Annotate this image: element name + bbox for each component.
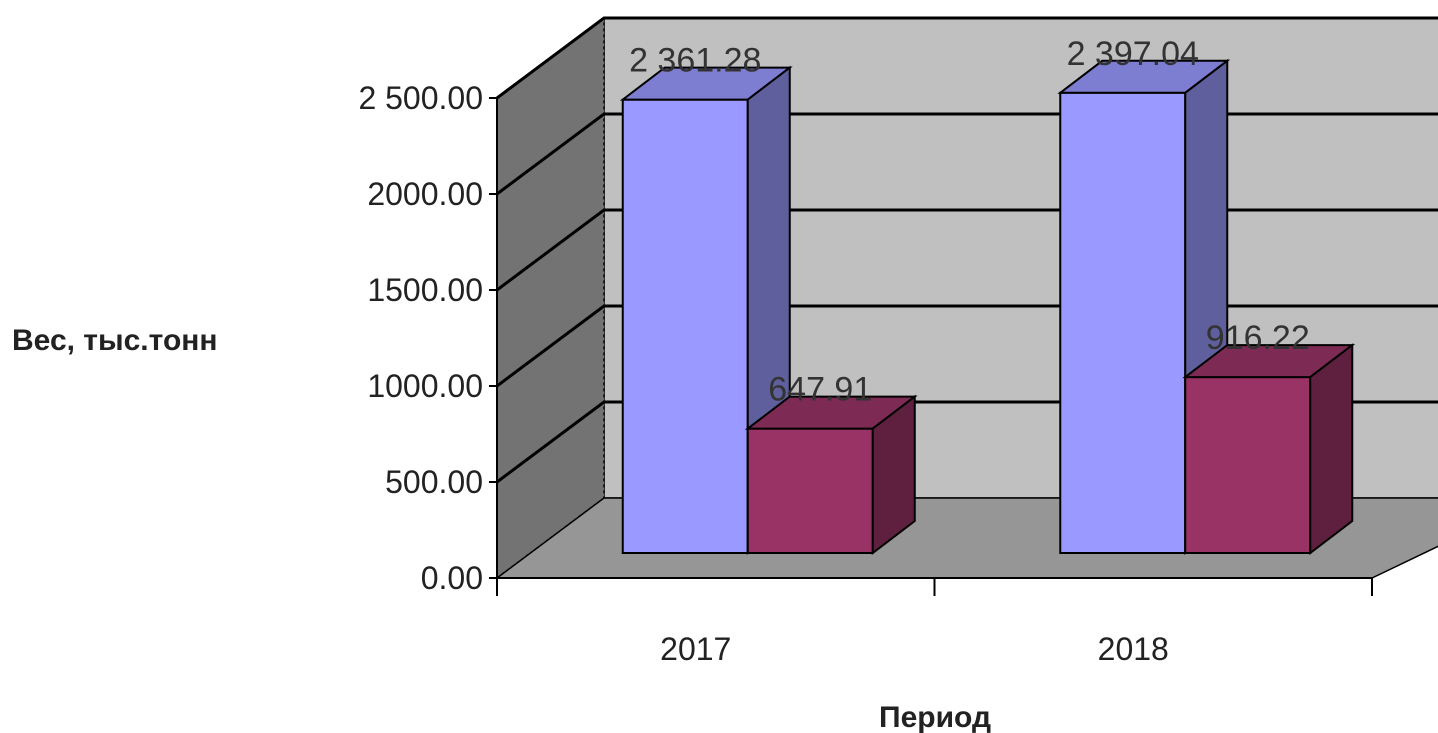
bar-side: [1309, 343, 1354, 556]
data-label: 916.22: [1206, 319, 1310, 357]
x-tick-label: 2017: [660, 631, 731, 667]
x-tick-labels: 2017 2018: [660, 631, 1169, 667]
bars: [619, 58, 1356, 556]
x-axis-title: Период: [879, 701, 991, 733]
bar-front: [746, 427, 874, 555]
y-tick-labels: 0.00 500.00 1000.00 1500.00 2000.00 2 500.00: [358, 80, 483, 596]
bar-front: [1184, 376, 1312, 554]
data-label: 647.91: [768, 371, 872, 409]
y-tick-label: 500.00: [385, 464, 483, 500]
y-tick-label: 2000.00: [367, 176, 483, 212]
side-wall: [496, 16, 605, 580]
x-tick-label: 2018: [1098, 631, 1169, 667]
y-axis-title: Вес, тыс.тонн: [12, 324, 218, 357]
y-tick-label: 2 500.00: [358, 80, 483, 116]
bar: [1182, 343, 1356, 556]
y-tick-label: 1000.00: [367, 368, 483, 404]
data-labels: 2 361.28 647.91 2 397.04 916.22: [629, 35, 1310, 409]
bar-front: [621, 98, 749, 554]
bar: [744, 394, 918, 556]
y-tick-label: 1500.00: [367, 272, 483, 308]
gridline: [496, 16, 1438, 100]
bar-front: [1059, 91, 1187, 555]
y-tick-label: 0.00: [421, 560, 483, 596]
data-label: 2 361.28: [629, 42, 761, 80]
data-label: 2 397.04: [1067, 35, 1199, 73]
bar-side: [871, 394, 916, 556]
